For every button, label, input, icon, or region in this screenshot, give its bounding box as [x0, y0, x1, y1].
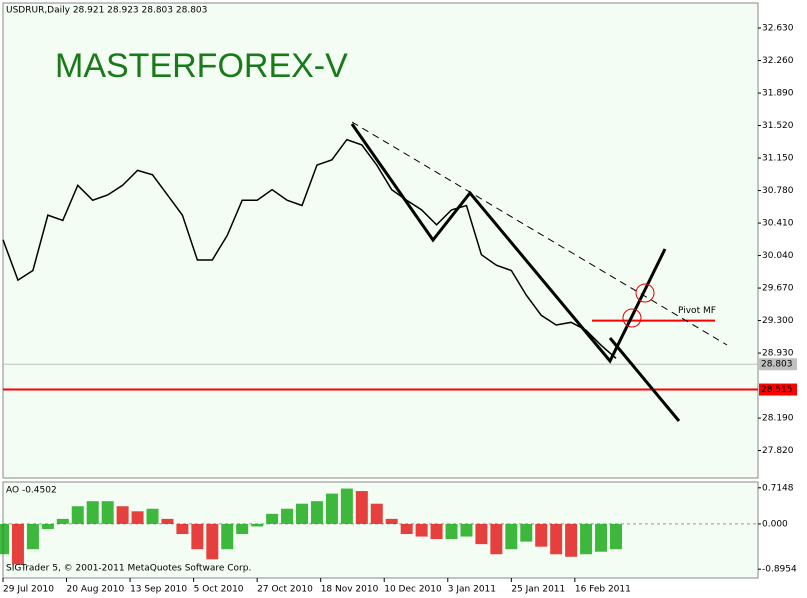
ao-bar	[26, 523, 39, 550]
ao-bar	[101, 501, 114, 524]
wave-pattern	[350, 123, 667, 364]
ao-bar	[71, 506, 84, 524]
ao-bar	[430, 523, 443, 540]
ao-bar	[595, 523, 608, 552]
ao-bar	[340, 488, 353, 524]
ao-bar	[490, 523, 503, 555]
ao-bar	[460, 523, 473, 537]
x-tick-label: 13 Sep 2010	[130, 585, 187, 595]
y-tick-label: 31.890	[762, 89, 794, 99]
ao-bar	[535, 523, 548, 547]
ao-bar	[445, 523, 458, 540]
x-tick-label: 5 Oct 2010	[194, 585, 244, 595]
x-tick-label: 10 Dec 2010	[384, 585, 442, 595]
ao-bar	[385, 518, 398, 524]
ao-bar	[161, 518, 174, 524]
ao-bar	[281, 508, 294, 524]
ao-bar	[355, 491, 368, 524]
y-tick-label: 29.670	[762, 284, 794, 294]
y-tick-label: 31.150	[762, 154, 794, 164]
ao-bar	[325, 493, 338, 524]
ao-bar	[609, 523, 622, 550]
y-tick-label: 31.520	[762, 121, 794, 131]
y-tick-label: 28.190	[762, 414, 794, 424]
y-tick-label: 28.930	[762, 349, 794, 359]
ao-bar	[206, 523, 219, 560]
ao-bar	[0, 523, 9, 555]
footer: SIGTrader 5, © 2001-2011 MetaQuotes Soft…	[6, 564, 251, 574]
x-tick-label: 3 Jan 2011	[448, 585, 496, 595]
y-tick-label: 30.410	[762, 219, 794, 229]
y-tick-label: 30.780	[762, 186, 794, 196]
ao-bar	[370, 503, 383, 524]
ao-bar	[41, 523, 54, 529]
ao-bar	[146, 508, 159, 524]
ao-bar	[56, 518, 69, 524]
ao-bar	[310, 501, 323, 524]
ao-bar	[191, 523, 204, 550]
ao-tick-label: 0.000	[762, 519, 788, 529]
ao-bar	[266, 513, 279, 524]
ao-bar	[296, 503, 309, 524]
ao-bar	[520, 523, 533, 542]
ao-bar	[116, 506, 129, 524]
price-label: 28.803	[761, 360, 793, 370]
ao-tick-label: 0.7148	[762, 483, 794, 493]
ao-panel	[2, 481, 759, 579]
x-tick-label: 16 Feb 2011	[575, 585, 631, 595]
y-tick-label: 30.040	[762, 251, 794, 261]
ao-bar	[550, 523, 563, 555]
ao-bar	[400, 523, 413, 535]
ao-bar	[236, 523, 249, 535]
price-label-box	[759, 383, 797, 396]
x-tick-label: 25 Jan 2011	[511, 585, 565, 595]
ao-bar	[565, 523, 578, 557]
ao-bar	[221, 523, 234, 550]
y-tick-label: 27.820	[762, 446, 794, 456]
y-tick-label: 32.630	[762, 24, 794, 34]
price-line-series	[2, 138, 617, 359]
price-label-box	[759, 358, 797, 371]
x-tick-label: 29 Jul 2010	[3, 585, 54, 595]
pivot-circle	[635, 283, 655, 303]
x-tick-label: 20 Aug 2010	[67, 585, 125, 595]
projection-line	[608, 337, 681, 422]
ao-bar	[251, 523, 264, 527]
ao-bar	[176, 523, 189, 535]
pivot-label: Pivot MF	[678, 306, 716, 316]
ao-bar	[505, 523, 518, 550]
y-tick-label: 29.300	[762, 316, 794, 326]
y-tick-label: 32.260	[762, 56, 794, 66]
ao-bar	[475, 523, 488, 545]
ao-bar	[415, 523, 428, 537]
ao-bar	[86, 501, 99, 524]
x-tick-label: 18 Nov 2010	[321, 585, 379, 595]
price-label: 28.515	[761, 385, 793, 395]
watermark: MASTERFOREX-V	[55, 47, 348, 85]
pivot-circle	[622, 308, 642, 328]
trend-line-dashed	[351, 121, 728, 346]
ao-tick-label: -0.8954	[762, 565, 797, 575]
ao-bar	[11, 523, 24, 565]
main-panel	[2, 2, 759, 479]
chart-title: USDRUR,Daily 28.921 28.923 28.803 28.803	[6, 6, 207, 16]
ao-bar	[580, 523, 593, 555]
x-tick-label: 27 Oct 2010	[257, 585, 313, 595]
ao-title: AO -0.4502	[6, 486, 57, 496]
ao-bar	[131, 511, 144, 524]
